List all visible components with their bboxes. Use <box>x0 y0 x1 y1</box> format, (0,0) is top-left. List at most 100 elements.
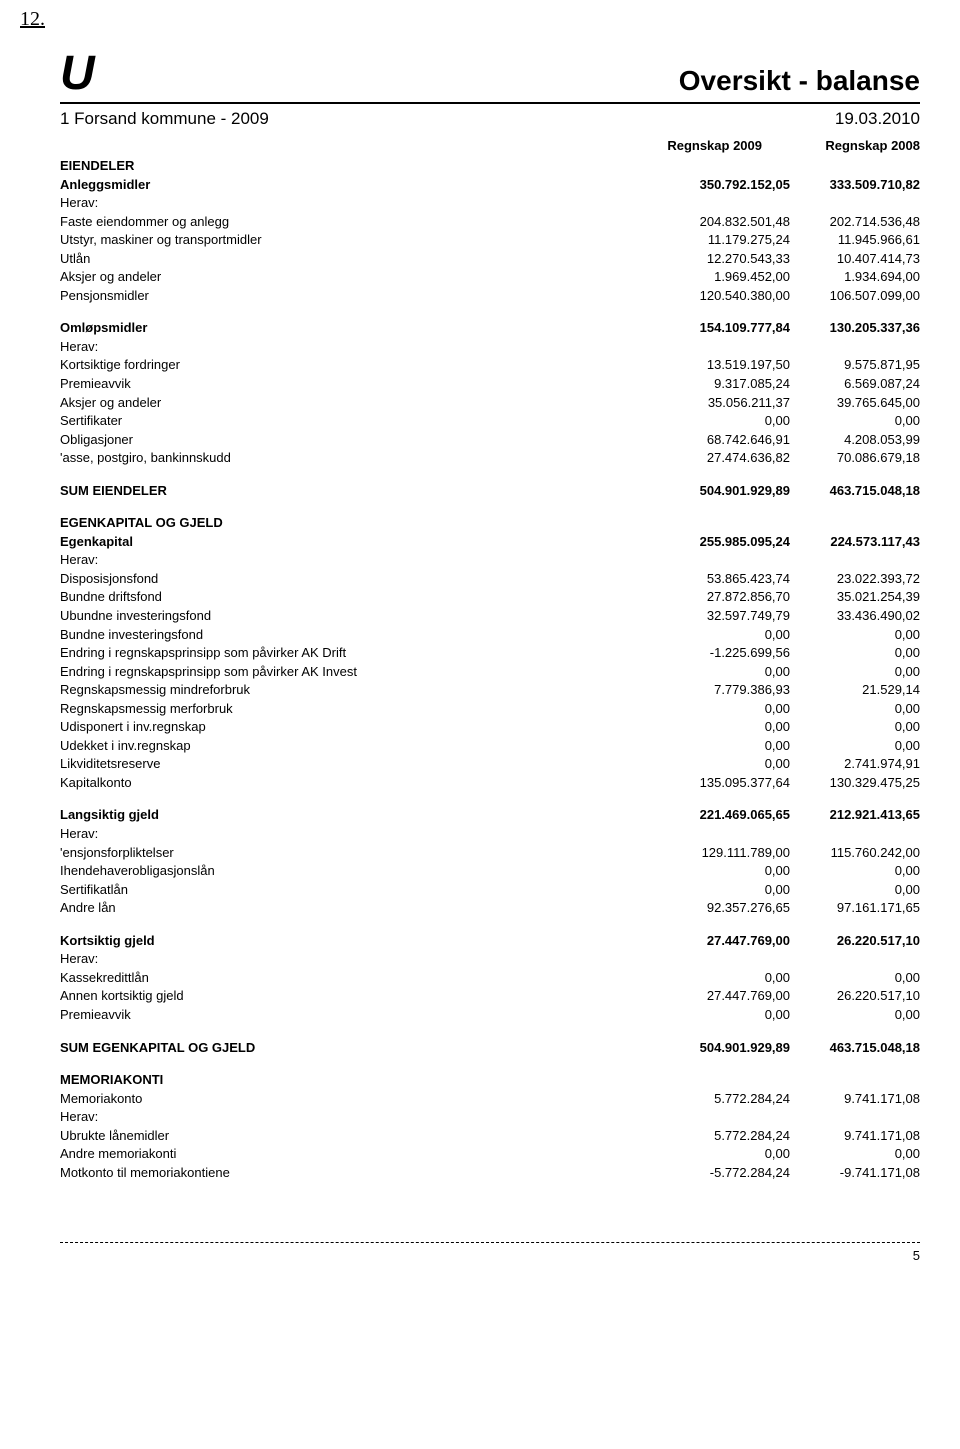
row-value-2009: 5.772.284,24 <box>660 1089 790 1108</box>
page-footer: 5 <box>60 1242 920 1265</box>
table-row: Sertifikatlån0,000,00 <box>60 880 920 899</box>
section-heading: EGENKAPITAL OG GJELD <box>60 514 920 533</box>
table-row: Anleggsmidler350.792.152,05333.509.710,8… <box>60 175 920 194</box>
row-label: Kortsiktig gjeld <box>60 931 660 950</box>
row-value-2008: 463.715.048,18 <box>790 1038 920 1057</box>
row-value-2008: 0,00 <box>790 862 920 881</box>
row-label: Utlån <box>60 249 660 268</box>
herav-label: Herav: <box>60 194 920 213</box>
row-value-2009: 0,00 <box>660 699 790 718</box>
row-value-2009: 0,00 <box>660 736 790 755</box>
subheader: 1 Forsand kommune - 2009 19.03.2010 <box>60 108 920 131</box>
table-row: Aksjer og andeler1.969.452,001.934.694,0… <box>60 268 920 287</box>
row-label: Likviditetsreserve <box>60 755 660 774</box>
row-value-2008: 9.575.871,95 <box>790 356 920 375</box>
row-value-2008: 202.714.536,48 <box>790 212 920 231</box>
table-row: Ubrukte lånemidler5.772.284,249.741.171,… <box>60 1126 920 1145</box>
subtitle-left: 1 Forsand kommune - 2009 <box>60 108 269 131</box>
row-value-2008: 0,00 <box>790 644 920 663</box>
table-row: Kortsiktige fordringer13.519.197,509.575… <box>60 356 920 375</box>
row-value-2008: 0,00 <box>790 662 920 681</box>
table-row: Ihendehaverobligasjonslån0,000,00 <box>60 862 920 881</box>
column-headers: Regnskap 2009 Regnskap 2008 <box>60 137 920 155</box>
row-label: SUM EIENDELER <box>60 481 660 500</box>
table-row: Utstyr, maskiner og transportmidler11.17… <box>60 231 920 250</box>
row-value-2009: 204.832.501,48 <box>660 212 790 231</box>
header-row: U Oversikt - balanse <box>60 50 920 104</box>
table-row: Sertifikater0,000,00 <box>60 412 920 431</box>
row-value-2009: 0,00 <box>660 862 790 881</box>
table-row: 'ensjonsforpliktelser129.111.789,00115.7… <box>60 843 920 862</box>
row-value-2008: 2.741.974,91 <box>790 755 920 774</box>
row-label: Udekket i inv.regnskap <box>60 736 660 755</box>
row-value-2008: 0,00 <box>790 718 920 737</box>
row-value-2009: 68.742.646,91 <box>660 430 790 449</box>
row-value-2008: 463.715.048,18 <box>790 481 920 500</box>
row-value-2009: 120.540.380,00 <box>660 286 790 305</box>
table-row: SUM EGENKAPITAL OG GJELD504.901.929,8946… <box>60 1038 920 1057</box>
row-label: Pensjonsmidler <box>60 286 660 305</box>
row-value-2008: 6.569.087,24 <box>790 375 920 394</box>
row-value-2009: 12.270.543,33 <box>660 249 790 268</box>
table-row: Likviditetsreserve0,002.741.974,91 <box>60 755 920 774</box>
row-value-2008: 11.945.966,61 <box>790 231 920 250</box>
row-value-2009: 504.901.929,89 <box>660 1038 790 1057</box>
row-value-2009: 5.772.284,24 <box>660 1126 790 1145</box>
row-value-2009: 221.469.065,65 <box>660 806 790 825</box>
row-label: Omløpsmidler <box>60 319 660 338</box>
row-value-2009: 9.317.085,24 <box>660 375 790 394</box>
row-value-2008: 106.507.099,00 <box>790 286 920 305</box>
row-label: Andre lån <box>60 899 660 918</box>
row-value-2008: 224.573.117,43 <box>790 532 920 551</box>
table-row: Pensjonsmidler120.540.380,00106.507.099,… <box>60 286 920 305</box>
row-value-2009: 0,00 <box>660 412 790 431</box>
row-value-2009: 0,00 <box>660 625 790 644</box>
row-label: Motkonto til memoriakontiene <box>60 1163 660 1182</box>
row-label: SUM EGENKAPITAL OG GJELD <box>60 1038 660 1057</box>
row-value-2008: 1.934.694,00 <box>790 268 920 287</box>
col-header-2: Regnskap 2008 <box>800 137 920 155</box>
row-value-2008: 33.436.490,02 <box>790 607 920 626</box>
herav-label: Herav: <box>60 950 920 969</box>
row-value-2009: 35.056.211,37 <box>660 393 790 412</box>
row-value-2008: 21.529,14 <box>790 681 920 700</box>
row-label: Obligasjoner <box>60 430 660 449</box>
row-label: Kapitalkonto <box>60 773 660 792</box>
row-label: Endring i regnskapsprinsipp som påvirker… <box>60 644 660 663</box>
row-value-2008: 333.509.710,82 <box>790 175 920 194</box>
row-value-2008: 0,00 <box>790 1145 920 1164</box>
row-value-2008: 130.205.337,36 <box>790 319 920 338</box>
table-row: Premieavvik0,000,00 <box>60 1005 920 1024</box>
herav-label: Herav: <box>60 551 920 570</box>
table-row: Udekket i inv.regnskap0,000,00 <box>60 736 920 755</box>
col-header-1: Regnskap 2009 <box>642 137 762 155</box>
row-value-2009: 1.969.452,00 <box>660 268 790 287</box>
table-row: Faste eiendommer og anlegg204.832.501,48… <box>60 212 920 231</box>
row-value-2009: 0,00 <box>660 755 790 774</box>
row-value-2009: 53.865.423,74 <box>660 569 790 588</box>
row-value-2009: 504.901.929,89 <box>660 481 790 500</box>
row-value-2008: -9.741.171,08 <box>790 1163 920 1182</box>
page-number: 5 <box>913 1248 920 1263</box>
table-row: Regnskapsmessig mindreforbruk7.779.386,9… <box>60 681 920 700</box>
balance-table: EIENDELERAnleggsmidler350.792.152,05333.… <box>60 156 920 1181</box>
table-row: Kapitalkonto135.095.377,64130.329.475,25 <box>60 773 920 792</box>
row-value-2008: 4.208.053,99 <box>790 430 920 449</box>
row-value-2008: 0,00 <box>790 736 920 755</box>
row-label: Sertifikater <box>60 412 660 431</box>
row-label: Premieavvik <box>60 375 660 394</box>
row-label: Aksjer og andeler <box>60 393 660 412</box>
row-value-2009: 0,00 <box>660 1145 790 1164</box>
row-value-2009: 129.111.789,00 <box>660 843 790 862</box>
row-value-2008: 70.086.679,18 <box>790 449 920 468</box>
row-value-2008: 23.022.393,72 <box>790 569 920 588</box>
row-value-2008: 10.407.414,73 <box>790 249 920 268</box>
herav-label: Herav: <box>60 825 920 844</box>
row-value-2008: 130.329.475,25 <box>790 773 920 792</box>
table-row: Langsiktig gjeld221.469.065,65212.921.41… <box>60 806 920 825</box>
row-value-2009: 27.447.769,00 <box>660 931 790 950</box>
row-value-2009: 255.985.095,24 <box>660 532 790 551</box>
section-heading: EIENDELER <box>60 156 920 175</box>
table-row: Premieavvik9.317.085,246.569.087,24 <box>60 375 920 394</box>
row-value-2008: 0,00 <box>790 699 920 718</box>
